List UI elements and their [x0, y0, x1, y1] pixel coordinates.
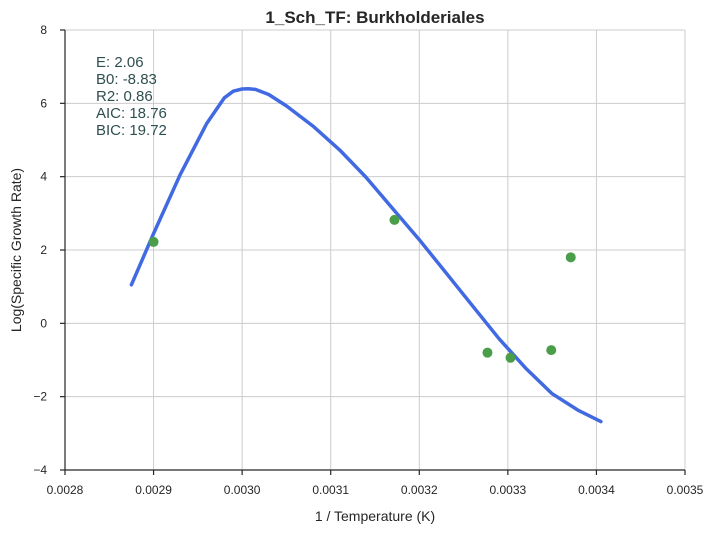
fitted-curve	[129, 86, 603, 424]
y-axis-label: Log(Specific Growth Rate)	[8, 168, 24, 332]
data-point	[389, 214, 400, 225]
data-point	[148, 236, 159, 247]
x-tick-label: 0.0031	[312, 483, 349, 497]
x-tick-label: 0.0030	[224, 483, 261, 497]
fit-stat-value: -8.83	[123, 71, 157, 88]
grid	[64, 29, 686, 471]
data-point	[546, 345, 557, 356]
x-axis-label: 1 / Temperature (K)	[315, 508, 435, 524]
data-point	[482, 347, 493, 358]
data-point	[565, 252, 576, 263]
y-tick-label: 4	[40, 170, 47, 184]
fit-stat: BIC: 19.72	[96, 122, 167, 139]
fit-stat: R2: 0.86	[96, 88, 153, 105]
fit-stat-value: 18.76	[129, 105, 167, 122]
fit-stat-value: 0.86	[124, 88, 153, 105]
fit-stat: E: 2.06	[96, 54, 144, 71]
y-tick-label: −4	[33, 463, 47, 477]
y-tick-label: 6	[40, 96, 47, 110]
x-tick-label: 0.0034	[578, 483, 615, 497]
fit-stat-value: 19.72	[129, 122, 167, 139]
fit-stat-label: E:	[96, 54, 114, 71]
fit-stat-value: 2.06	[114, 54, 143, 71]
chart-title: 1_Sch_TF: Burkholderiales	[265, 8, 484, 27]
fit-stat-label: R2:	[96, 88, 124, 105]
fit-stat-label: BIC:	[96, 122, 129, 139]
y-tick-label: 2	[40, 243, 47, 257]
x-axis-ticks: 0.0028 0.0029 0.0030 0.0031 0.0032 0.0033 0.00…	[47, 470, 704, 497]
y-tick-label: 0	[40, 316, 47, 330]
x-tick-label: 0.0035	[667, 483, 704, 497]
x-tick-label: 0.0032	[401, 483, 438, 497]
x-tick-label: 0.0033	[490, 483, 527, 497]
data-point	[505, 352, 516, 363]
fit-stat-label: AIC:	[96, 105, 129, 122]
y-tick-label: −2	[33, 390, 47, 404]
y-tick-label: 8	[40, 23, 47, 37]
series-group	[129, 86, 603, 424]
fit-stat: B0: -8.83	[96, 71, 157, 88]
x-tick-label: 0.0028	[47, 483, 84, 497]
y-axis-ticks: −4 −2 0 2 4 6 8	[33, 23, 65, 477]
fit-stat: AIC: 18.76	[96, 105, 167, 122]
fit-stat-label: B0:	[96, 71, 123, 88]
x-tick-label: 0.0029	[135, 483, 172, 497]
